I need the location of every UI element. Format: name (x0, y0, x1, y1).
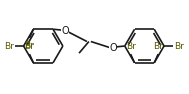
Text: Br: Br (25, 41, 34, 50)
Text: Br: Br (25, 42, 34, 51)
Text: Br: Br (126, 42, 136, 51)
Text: Br: Br (4, 42, 14, 51)
Text: Br: Br (174, 42, 184, 51)
Text: O: O (109, 43, 117, 53)
Text: O: O (61, 26, 69, 36)
Text: Br: Br (153, 42, 163, 51)
